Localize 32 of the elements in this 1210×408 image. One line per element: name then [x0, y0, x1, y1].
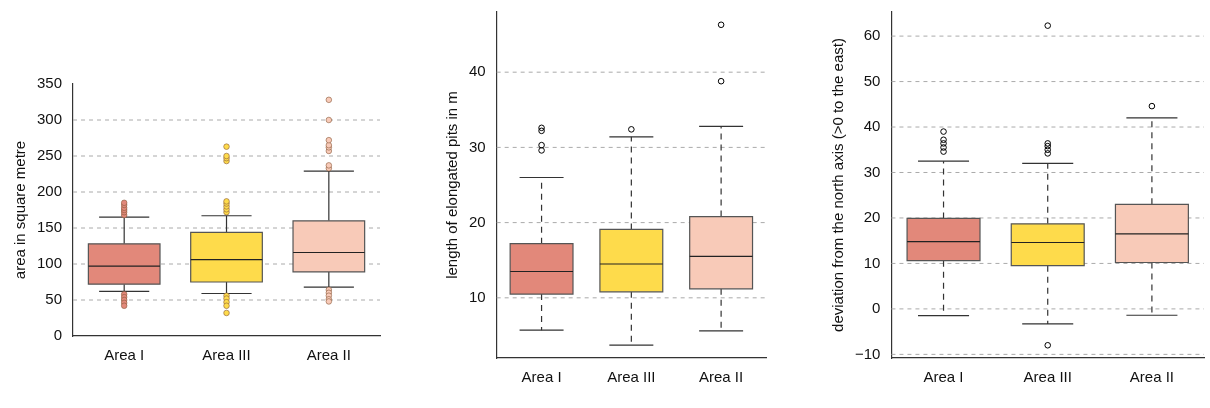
- y-tick-label: 50: [863, 71, 881, 89]
- x-tick-label: Area III: [202, 346, 251, 364]
- y-tick-label: 40: [863, 117, 881, 135]
- y-axis-title: length of elongated pits in m: [443, 91, 461, 279]
- x-tick-label: Area I: [104, 346, 145, 364]
- y-tick-label: 100: [37, 254, 63, 272]
- y-tick-label: 0: [872, 299, 881, 317]
- y-tick-label: 30: [469, 137, 486, 155]
- x-tick-label: Area II: [306, 346, 351, 364]
- y-tick-label: −10: [854, 344, 881, 362]
- y-tick-label: 60: [863, 26, 881, 44]
- y-tick-label: 50: [45, 290, 63, 308]
- x-tick-label: Area III: [1023, 368, 1072, 386]
- y-tick-label: 20: [863, 208, 881, 226]
- y-tick-label: 40: [469, 62, 486, 80]
- x-tick-label: Area II: [699, 368, 744, 386]
- y-tick-label: 30: [863, 162, 881, 180]
- y-axis-title: deviation from the north axis (>0 to the east): [829, 38, 847, 332]
- y-tick-label: 200: [37, 182, 63, 200]
- x-tick-label: Area III: [607, 368, 656, 386]
- y-tick-label: 150: [37, 218, 63, 236]
- y-tick-label: 350: [37, 74, 63, 92]
- x-tick-label: Area II: [1129, 368, 1174, 386]
- y-tick-label: 10: [469, 287, 486, 305]
- y-axis-title: area in square metre: [11, 140, 29, 280]
- y-tick-label: 300: [37, 110, 63, 128]
- y-tick-label: 20: [469, 212, 486, 230]
- y-tick-label: 10: [863, 253, 881, 271]
- y-tick-label: 0: [53, 326, 63, 344]
- x-tick-label: Area I: [521, 368, 562, 386]
- x-tick-label: Area I: [923, 368, 964, 386]
- y-tick-label: 250: [37, 146, 63, 164]
